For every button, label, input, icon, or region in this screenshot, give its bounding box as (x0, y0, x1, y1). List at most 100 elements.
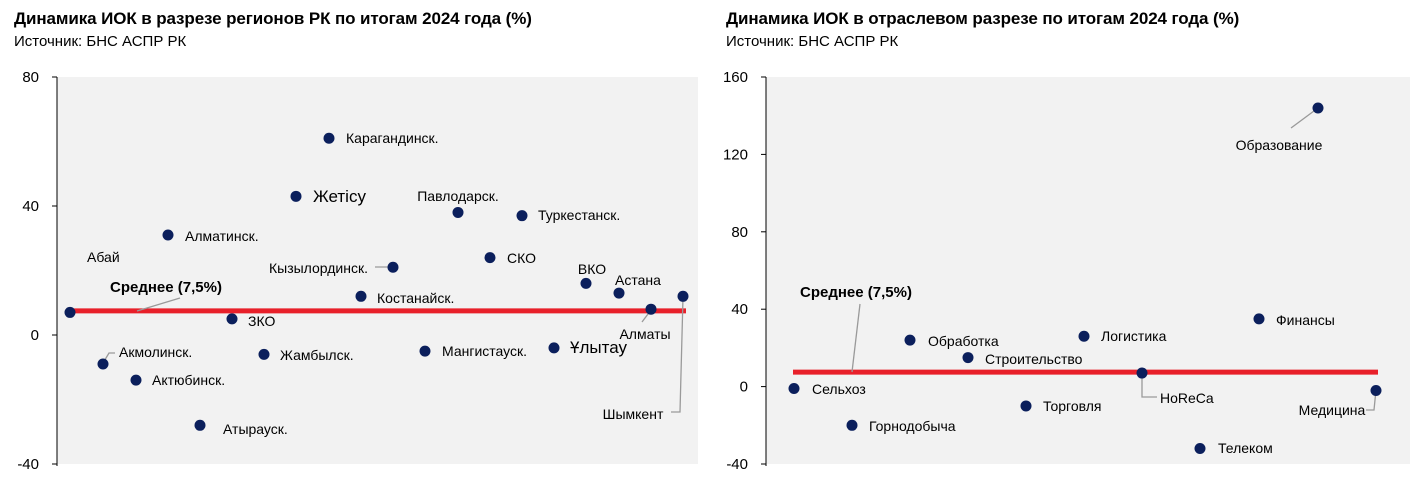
data-point-алматы (645, 303, 657, 315)
data-label-логистика: Логистика (1101, 328, 1167, 344)
data-point-логистика (1078, 330, 1090, 342)
average-leader-line (851, 303, 861, 373)
data-label-павлодарск: Павлодарск. (417, 188, 499, 204)
data-point-финансы (1253, 313, 1265, 325)
chart-title: Динамика ИОК в отраслевом разрезе по ито… (726, 9, 1240, 28)
data-point-телеком (1194, 443, 1206, 455)
leader-line-horeca (1141, 374, 1157, 398)
chart-title: Динамика ИОК в разрезе регионов РК по ит… (14, 9, 532, 28)
data-label-horeca: HoReCa (1160, 390, 1214, 406)
data-label-алматинск: Алматинск. (185, 228, 259, 244)
data-label-астана: Астана (615, 272, 661, 288)
y-tick: 80 (22, 69, 57, 86)
data-point-образование (1312, 102, 1324, 114)
data-label-жет-су: Жетісу (313, 187, 366, 206)
data-point-карагандинск (323, 132, 335, 144)
data-point-мангистауск (419, 345, 431, 357)
plot-area (57, 77, 698, 464)
y-tick-label: 80 (731, 224, 748, 241)
data-point-зко (226, 313, 238, 325)
data-point-обработка (904, 334, 916, 346)
data-point-актюбинск (130, 374, 142, 386)
y-tick: 0 (31, 327, 57, 344)
data-label-карагандинск: Карагандинск. (346, 130, 439, 146)
data-point-алматинск (162, 229, 174, 241)
y-tick: -40 (726, 456, 766, 473)
data-label-актюбинск: Актюбинск. (152, 372, 225, 388)
data-point-кызылординск (387, 261, 399, 273)
data-label-алматы: Алматы (619, 326, 670, 342)
data-label-вко: ВКО (578, 261, 606, 277)
data-label-кызылординск: Кызылординск. (269, 260, 368, 276)
data-label-обработка: Обработка (928, 333, 999, 349)
plot-area (766, 77, 1410, 464)
data-point-строительство (962, 352, 974, 364)
y-tick: -40 (17, 456, 57, 473)
data-point-шымкент (677, 290, 689, 302)
data-label-шымкент: Шымкент (603, 406, 664, 422)
data-point-медицина (1370, 384, 1382, 396)
regions-chart-panel: Динамика ИОК в разрезе регионов РК по ит… (0, 0, 700, 488)
data-label-зко: ЗКО (248, 313, 275, 329)
data-label-сельхоз: Сельхоз (812, 381, 866, 397)
data-point-павлодарск (452, 206, 464, 218)
y-tick-label: 160 (723, 69, 748, 86)
y-tick-label: 0 (31, 327, 39, 344)
leader-line-образование (1290, 107, 1319, 129)
y-tick: 80 (731, 224, 766, 241)
data-point-торговля (1020, 400, 1032, 412)
data-label-финансы: Финансы (1276, 312, 1335, 328)
average-label: Среднее (7,5%) (110, 279, 222, 296)
regions-scatter-plot: -40 0 40 80 Среднее (7,5%) Абай Акмолинск. Актю… (17, 69, 698, 473)
y-tick-label: 40 (731, 301, 748, 318)
data-point-вко (580, 277, 592, 289)
data-label-ско: СКО (507, 250, 536, 266)
y-tick: 40 (731, 301, 766, 318)
chart-source: Источник: БНС АСПР РК (726, 33, 899, 50)
data-label-строительство: Строительство (985, 351, 1083, 367)
leader-line-шымкент (671, 296, 684, 413)
data-point-атырауск (194, 419, 206, 431)
data-point-ұлытау (548, 342, 560, 354)
data-label-торговля: Торговля (1043, 398, 1101, 414)
data-label-медицина: Медицина (1299, 402, 1366, 418)
data-label-образование: Образование (1236, 137, 1323, 153)
data-label-телеком: Телеком (1218, 440, 1273, 456)
leader-line-медицина (1366, 389, 1377, 411)
data-point-акмолинск (97, 358, 109, 370)
y-tick: 40 (22, 198, 57, 215)
y-tick-label: 80 (22, 69, 39, 86)
data-label-ұлытау: Ұлытау (570, 338, 627, 357)
data-label-абай: Абай (87, 249, 120, 265)
data-label-горнодобыча: Горнодобыча (869, 418, 956, 434)
data-label-мангистауск: Мангистауск. (442, 343, 527, 359)
y-tick: 120 (723, 146, 766, 163)
y-tick: 160 (723, 69, 766, 86)
y-tick-label: 120 (723, 146, 748, 163)
y-tick-label: 0 (740, 379, 748, 396)
data-point-астана (613, 287, 625, 299)
data-point-горнодобыча (846, 419, 858, 431)
data-label-костанайск: Костанайск. (377, 290, 454, 306)
data-label-туркестанск: Туркестанск. (538, 207, 620, 223)
sectors-chart-panel: Динамика ИОК в отраслевом разрезе по ито… (712, 0, 1428, 488)
data-label-акмолинск: Акмолинск. (119, 344, 192, 360)
data-point-жамбылск (258, 348, 270, 360)
data-point-костанайск (355, 290, 367, 302)
data-label-жамбылск: Жамбылск. (280, 347, 354, 363)
y-tick-label: -40 (726, 456, 748, 473)
data-point-horeca (1136, 367, 1148, 379)
data-label-атырауск: Атырауск. (223, 421, 288, 437)
y-tick-label: 40 (22, 198, 39, 215)
data-point-абай (64, 306, 76, 318)
sectors-scatter-plot: -40 0 40 80 120 160 Среднее (7,5%) Сельхоз Горно… (723, 69, 1410, 473)
average-leader-line (136, 297, 181, 312)
y-tick-label: -40 (17, 456, 39, 473)
chart-source: Источник: БНС АСПР РК (14, 33, 187, 50)
y-tick: 0 (740, 379, 766, 396)
data-point-сельхоз (788, 383, 800, 395)
data-point-жет-су (290, 190, 302, 202)
average-label: Среднее (7,5%) (800, 284, 912, 301)
data-point-ско (484, 252, 496, 264)
data-point-туркестанск (516, 210, 528, 222)
